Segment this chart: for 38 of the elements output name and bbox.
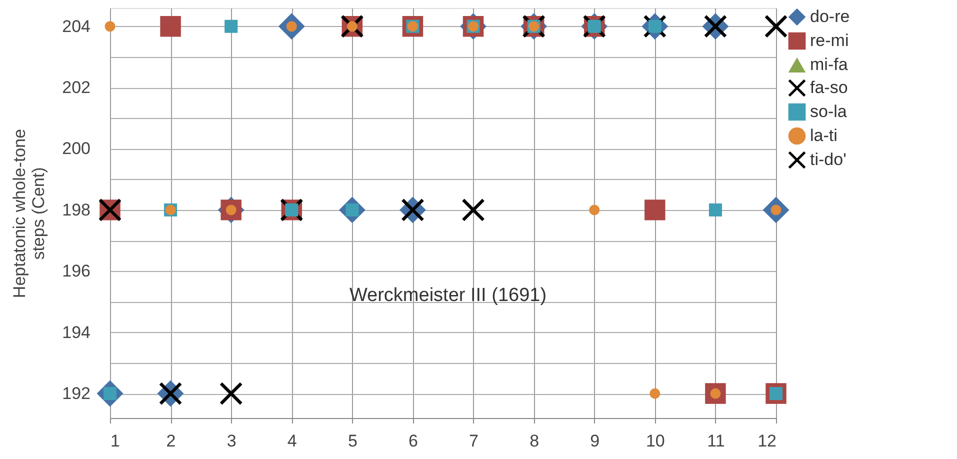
point — [708, 203, 722, 216]
x-tick-label: 5 — [348, 432, 358, 450]
y-tick-label: 194 — [62, 322, 90, 342]
x-tick-label: 2 — [166, 432, 176, 450]
x-tick-label: 10 — [646, 432, 665, 450]
legend-label: so-la — [810, 102, 848, 121]
legend-label: fa-so — [810, 78, 848, 97]
legend-label: re-mi — [810, 31, 849, 50]
point — [650, 388, 660, 399]
legend-label: do-re — [810, 7, 850, 26]
point — [462, 198, 484, 222]
legend-label: ti-do' — [810, 150, 846, 169]
point — [764, 15, 788, 38]
point — [224, 20, 238, 33]
y-tick-label: 192 — [62, 384, 90, 404]
x-tick-label: 4 — [287, 432, 297, 450]
legend-label: la-ti — [810, 126, 838, 145]
point — [220, 382, 242, 405]
x-tick-label: 9 — [590, 432, 600, 450]
point — [104, 21, 116, 32]
y-tick-label: 200 — [62, 139, 90, 158]
y-tick-label: 202 — [62, 78, 90, 98]
x-tick-label: 6 — [408, 432, 418, 450]
legend-label: mi-fa — [810, 55, 848, 74]
point — [589, 204, 600, 216]
point — [644, 200, 666, 220]
x-tick-label: 1 — [110, 432, 120, 450]
y-tick-label: 204 — [62, 16, 90, 36]
x-tick-label: 11 — [707, 432, 725, 450]
x-tick-label: 7 — [469, 432, 479, 450]
x-tick-label: 8 — [530, 432, 540, 450]
annotation: Werckmeister III (1691) — [349, 285, 547, 306]
y-tick-label: 198 — [62, 200, 90, 220]
y-tick-label: 196 — [62, 262, 90, 281]
x-tick-label: 3 — [226, 432, 236, 450]
y-axis-title: Heptatonic whole-tone steps (Cent) — [10, 128, 48, 298]
x-tick-label: 12 — [758, 432, 776, 450]
point — [160, 16, 181, 37]
